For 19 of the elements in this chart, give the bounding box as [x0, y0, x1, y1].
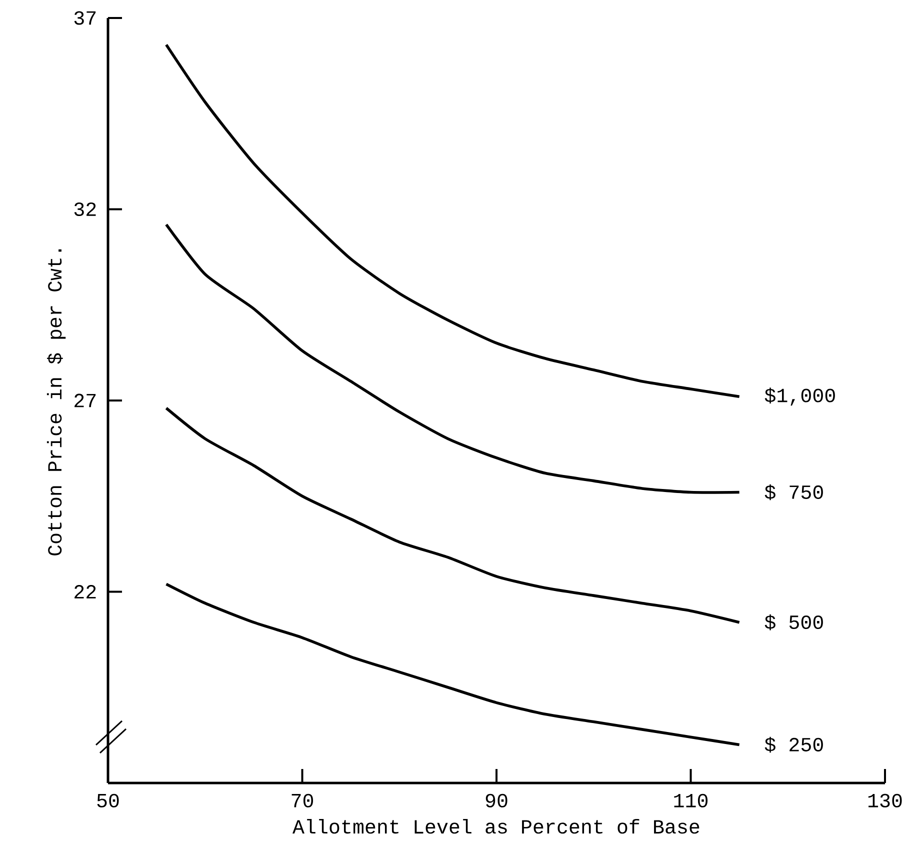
- series-label: $ 500: [764, 614, 823, 630]
- x-tick-label: 90: [486, 794, 508, 808]
- series-label: $ 750: [764, 484, 823, 500]
- y-tick-label: 22: [74, 585, 96, 598]
- series-label: $1,000: [764, 388, 835, 406]
- y-tick-label: 37: [74, 11, 96, 25]
- y-tick-label: 27: [74, 394, 96, 408]
- line-series: [164, 43, 741, 398]
- line-series: [164, 406, 741, 624]
- x-tick-label: 130: [868, 794, 902, 808]
- x-tick-label: 50: [97, 794, 119, 808]
- y-axis-title: Cotton Price in $ per Cwt.: [46, 249, 66, 556]
- line-series: [164, 223, 741, 494]
- x-axis-title: Allotment Level as Percent of Base: [292, 818, 700, 834]
- x-tick-label: 110: [674, 794, 708, 808]
- y-tick-label: 32: [74, 202, 96, 216]
- x-tick-label: 70: [292, 794, 314, 808]
- series-label: $ 250: [764, 736, 823, 753]
- line-series: [164, 582, 741, 746]
